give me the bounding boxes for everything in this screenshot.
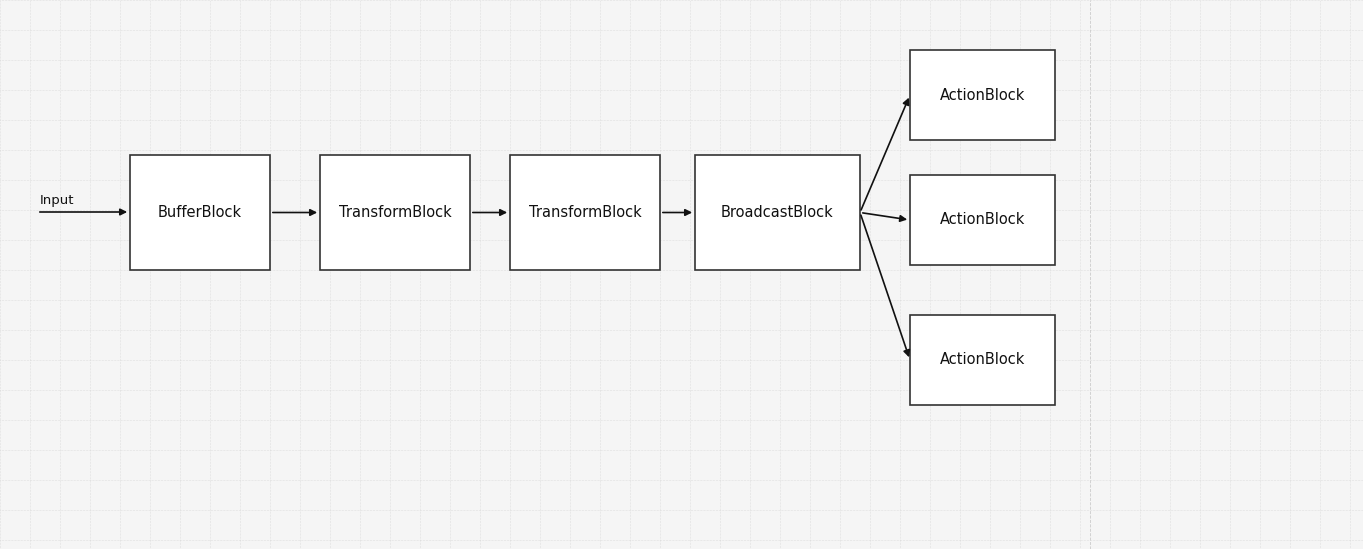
- Text: BroadcastBlock: BroadcastBlock: [721, 205, 834, 220]
- Bar: [320, 155, 470, 270]
- Text: TransformBlock: TransformBlock: [529, 205, 642, 220]
- Bar: [695, 155, 860, 270]
- Text: ActionBlock: ActionBlock: [940, 87, 1025, 103]
- Bar: [910, 50, 1055, 140]
- Bar: [910, 315, 1055, 405]
- Text: ActionBlock: ActionBlock: [940, 352, 1025, 367]
- Bar: [910, 175, 1055, 265]
- Text: TransformBlock: TransformBlock: [338, 205, 451, 220]
- Bar: [510, 155, 660, 270]
- Text: BufferBlock: BufferBlock: [158, 205, 243, 220]
- Text: ActionBlock: ActionBlock: [940, 212, 1025, 227]
- Bar: [129, 155, 270, 270]
- Text: Input: Input: [40, 194, 75, 207]
